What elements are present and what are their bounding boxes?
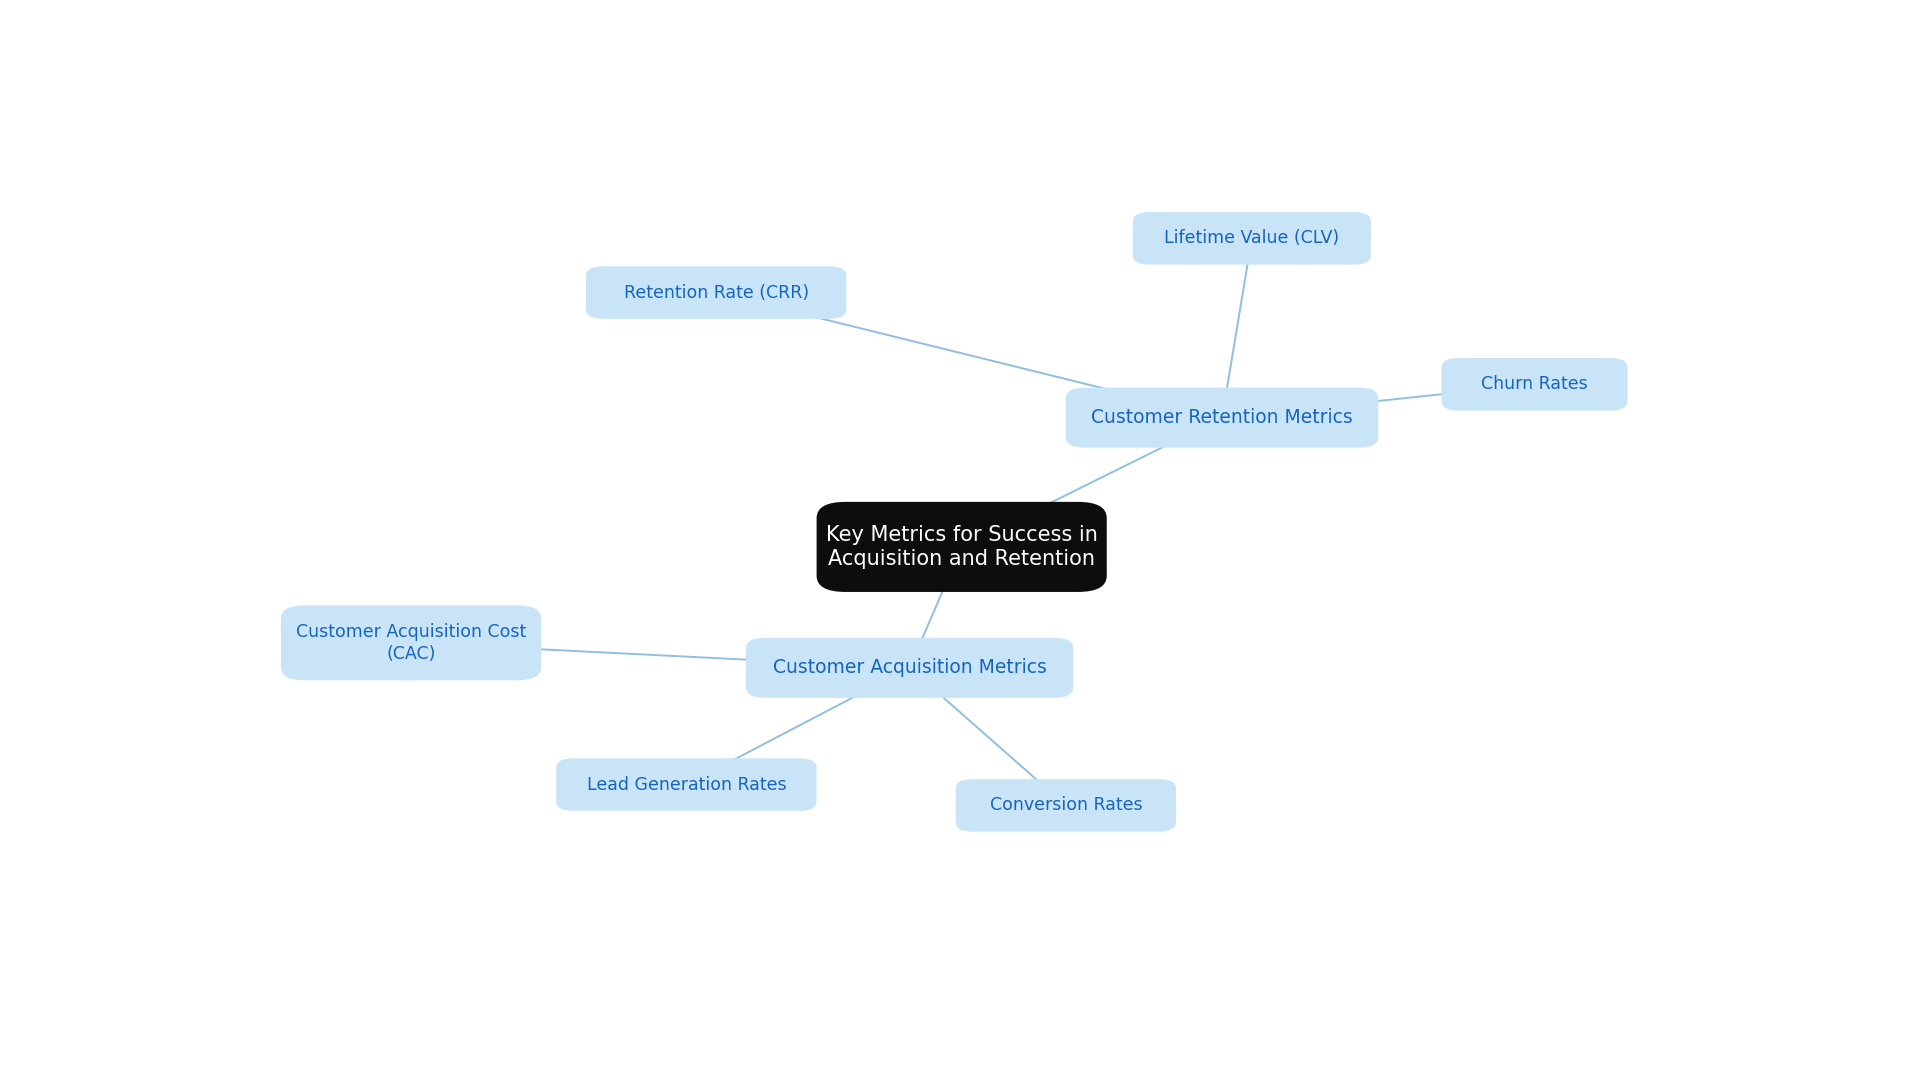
FancyBboxPatch shape [816,501,1106,592]
Text: Key Metrics for Success in
Acquisition and Retention: Key Metrics for Success in Acquisition a… [826,524,1098,570]
Text: Retention Rate (CRR): Retention Rate (CRR) [624,284,808,301]
Text: Lifetime Value (CLV): Lifetime Value (CLV) [1164,230,1340,247]
FancyBboxPatch shape [557,758,816,811]
FancyBboxPatch shape [1133,212,1371,264]
FancyBboxPatch shape [745,638,1073,697]
FancyBboxPatch shape [1442,358,1628,410]
Text: Customer Acquisition Metrics: Customer Acquisition Metrics [772,658,1046,677]
FancyBboxPatch shape [280,605,541,680]
FancyBboxPatch shape [586,266,847,318]
FancyBboxPatch shape [1066,388,1379,447]
Text: Churn Rates: Churn Rates [1480,376,1588,393]
Text: Conversion Rates: Conversion Rates [989,796,1142,814]
Text: Customer Acquisition Cost
(CAC): Customer Acquisition Cost (CAC) [296,623,526,663]
FancyBboxPatch shape [956,779,1175,832]
Text: Customer Retention Metrics: Customer Retention Metrics [1091,408,1354,427]
Text: Lead Generation Rates: Lead Generation Rates [588,775,785,794]
